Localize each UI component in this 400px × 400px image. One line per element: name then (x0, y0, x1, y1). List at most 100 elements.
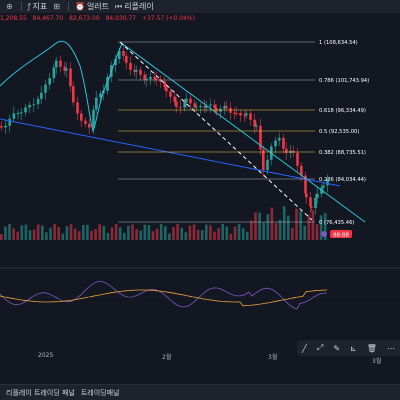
candle-body (106, 77, 109, 91)
indicators-button[interactable]: ƒ 지표 (28, 1, 48, 12)
candle-body (4, 125, 7, 128)
candle-body (135, 69, 138, 72)
volume-bar (41, 225, 44, 240)
volume-bar (213, 231, 216, 240)
volume-bar (225, 226, 229, 240)
volume-bar (53, 224, 56, 240)
candle-body (55, 60, 58, 68)
pen-icon[interactable]: ╱ (302, 343, 307, 353)
volume-bar (65, 226, 69, 240)
candle-body (225, 105, 228, 109)
candle-body (285, 148, 288, 153)
volume-bar (229, 233, 233, 240)
oscillator-line-signal (0, 289, 328, 307)
candle-body (309, 197, 312, 207)
volume-bar (180, 227, 183, 240)
volume-bar (110, 227, 114, 240)
tab-replay-trading[interactable]: 리플레이 트레이딩 패널 (6, 388, 75, 397)
volume-bar (20, 225, 24, 240)
volume-bar (69, 224, 73, 240)
alarm-icon: ⏰ (74, 2, 85, 11)
volume-bar (32, 229, 36, 240)
fib-level-label: 1 (108,634.54) (319, 40, 358, 46)
candle-body (255, 125, 258, 127)
candle-body (175, 101, 178, 107)
candle-body (32, 104, 36, 106)
channel-curve (0, 40, 123, 133)
ruler-icon[interactable]: ⊾ (350, 343, 357, 353)
candle-body (59, 60, 62, 67)
trash-icon[interactable]: 🗑 (366, 343, 377, 353)
candle-body (149, 76, 152, 80)
candle-body (326, 178, 329, 186)
volume-bar (287, 215, 290, 240)
candle-body (88, 123, 91, 128)
candle-body (179, 106, 182, 108)
divider (20, 2, 22, 11)
volume-bar (102, 225, 106, 240)
candle-body (209, 104, 212, 106)
volume-bar (254, 212, 257, 240)
volume-bar (307, 214, 311, 240)
oscillator-line-primary (0, 281, 328, 310)
candle-body (63, 66, 66, 71)
bottom-panel-tabs: 리플레이 트레이딩 패널 트레이딩패널 (0, 384, 400, 400)
volume-bar (123, 232, 126, 240)
candle-body (129, 62, 132, 70)
volume-bar (184, 232, 188, 240)
fib-level-label: 0.382 (88,735.51) (319, 150, 366, 156)
top-toolbar: ⊕ ƒ 지표 ⊞ ⏰ 얼러트 ⏮ 리플레이 (0, 0, 400, 13)
volume-bars (0, 206, 327, 240)
candle-body (199, 106, 202, 108)
more-icon[interactable]: ⋯ (386, 343, 395, 353)
brush-icon[interactable]: ✎ (333, 343, 341, 353)
time-label: 2월 (162, 354, 172, 361)
candle-body (80, 113, 83, 121)
volume-bar (36, 224, 40, 240)
volume-bar (77, 231, 81, 240)
candle-body (278, 137, 281, 141)
candle-body (195, 106, 198, 108)
candle-body (183, 102, 186, 108)
alert-button[interactable]: ⏰ 얼러트 (75, 1, 109, 12)
volume-bar (303, 225, 306, 240)
volume-bar (299, 210, 302, 240)
volume-bar (168, 233, 171, 240)
line-icon[interactable]: ⤢ (316, 343, 324, 352)
price-badge[interactable] (330, 230, 352, 238)
candle-body (20, 112, 23, 114)
fib-level-label: 0.5 (92,535.00) (319, 129, 359, 135)
replay-button[interactable]: ⏮ 리플레이 (115, 1, 154, 12)
volume-bar (151, 231, 155, 240)
candle-body (0, 126, 3, 128)
drawing-toolbar: ╱ ⤢ ✎ ⊾ 🗑 ⋯ (297, 340, 400, 356)
chart-area[interactable]: 1 (108,634.54) 0.786 (101,743.94) 0.618 (9… (0, 26, 400, 340)
volume-bar (16, 231, 19, 240)
volume-bar (266, 214, 270, 240)
candle-body (205, 105, 208, 108)
candle-body (173, 96, 176, 102)
candle-body (95, 97, 98, 110)
tab-trading-panel[interactable]: 트레이딩패널 (80, 388, 120, 397)
layout-button[interactable]: ⊞ (53, 2, 62, 11)
volume-bar (237, 224, 241, 240)
fib-level-label: 0.786 (101,743.94) (319, 78, 369, 84)
candle-body (12, 113, 16, 119)
candle-body (229, 108, 232, 113)
ohlc-value-3: 82,673.00 (69, 15, 100, 22)
volume-bar (86, 224, 89, 240)
ohlc-value-2: 84,467.70 (32, 15, 64, 22)
candle-body (310, 206, 313, 208)
volume-bar (45, 232, 48, 240)
candle-body (253, 119, 256, 127)
toolbar-menu-button[interactable]: ⊕ (6, 2, 15, 11)
volume-bar (205, 224, 208, 240)
volume-bar (118, 227, 122, 240)
indicators-icon: ƒ (27, 2, 31, 11)
candle-body (304, 175, 307, 194)
candle-body (153, 76, 156, 79)
candle-body (92, 109, 95, 128)
ohlc-value-4: 84,030.77 (105, 15, 137, 22)
fib-level-label: 0.236 (84,034.44) (319, 177, 366, 183)
volume-bar (217, 228, 220, 240)
